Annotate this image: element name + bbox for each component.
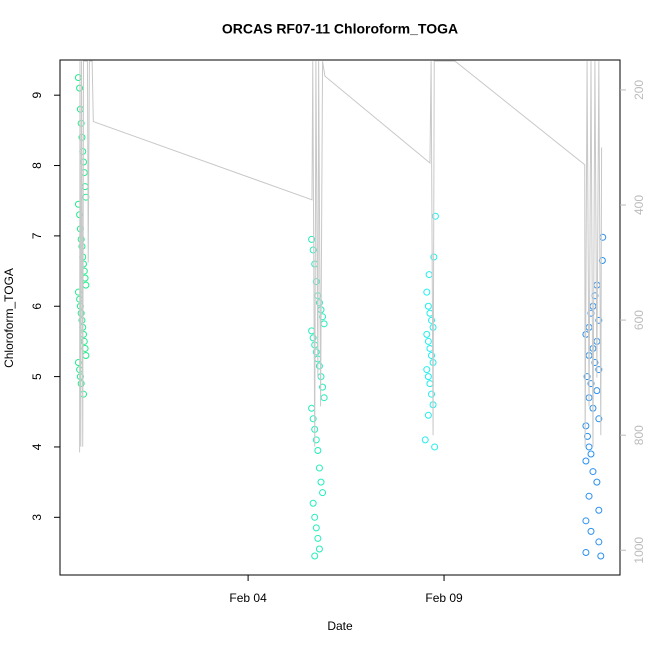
data-point	[311, 513, 319, 521]
data-point	[424, 337, 432, 345]
y-tick-label: 5	[30, 373, 44, 380]
data-point	[320, 394, 328, 402]
data-point	[426, 344, 434, 352]
data-point	[582, 517, 590, 525]
y2-tick-label: 400	[632, 195, 646, 215]
data-point	[593, 387, 601, 395]
data-point	[587, 380, 595, 388]
data-point	[593, 478, 601, 486]
data-point	[423, 288, 431, 296]
data-point	[421, 436, 429, 444]
y2-tick-label: 1000	[632, 537, 646, 564]
data-point	[312, 278, 320, 286]
data-point	[309, 415, 317, 423]
data-point	[426, 380, 434, 388]
y-tick-label: 6	[30, 303, 44, 310]
data-point	[424, 302, 432, 310]
y-tick-label: 3	[30, 514, 44, 521]
data-point	[595, 506, 603, 514]
data-point	[424, 411, 432, 419]
pressure-line	[79, 60, 603, 453]
plot-frame	[59, 59, 621, 576]
data-point	[423, 330, 431, 338]
data-point	[598, 257, 606, 265]
y-axis-label: Chloroform_TOGA	[2, 268, 16, 368]
y2-tick-label: 800	[632, 425, 646, 445]
data-point	[428, 351, 436, 359]
data-point	[582, 457, 590, 465]
data-point	[583, 373, 591, 381]
data-point	[424, 373, 432, 381]
data-point	[311, 552, 319, 560]
data-point	[319, 489, 327, 497]
data-point	[426, 309, 434, 317]
data-point	[309, 334, 317, 342]
data-point	[587, 450, 595, 458]
data-point	[431, 443, 439, 451]
data-point	[315, 545, 323, 553]
data-point	[312, 436, 320, 444]
data-point	[319, 383, 327, 391]
data-point	[82, 281, 90, 289]
data-point	[309, 499, 317, 507]
data-point	[589, 302, 597, 310]
data-point	[582, 422, 590, 430]
data-point	[314, 534, 322, 542]
y2-tick-label: 600	[632, 310, 646, 330]
data-point	[425, 271, 433, 279]
y2-tick-label: 200	[632, 80, 646, 100]
data-point	[309, 246, 317, 254]
data-point	[589, 468, 597, 476]
x-tick-label: Feb 09	[425, 591, 463, 605]
data-point	[308, 235, 316, 243]
x-tick-label: Feb 04	[229, 591, 267, 605]
data-point	[595, 415, 603, 423]
data-point	[308, 404, 316, 412]
data-point	[317, 478, 325, 486]
data-point	[315, 464, 323, 472]
data-point	[428, 390, 436, 398]
y-tick-label: 4	[30, 443, 44, 450]
data-point	[595, 538, 603, 546]
x-axis-label: Date	[327, 619, 353, 633]
data-point	[587, 527, 595, 535]
data-point	[591, 359, 599, 367]
data-point	[312, 524, 320, 532]
data-point	[82, 351, 90, 359]
data-point	[320, 320, 328, 328]
data-point	[582, 548, 590, 556]
data-point	[319, 313, 327, 321]
data-point	[585, 443, 593, 451]
plot-area	[74, 60, 607, 560]
data-point	[585, 492, 593, 500]
data-point	[428, 316, 436, 324]
data-point	[599, 233, 607, 241]
y-tick-label: 7	[30, 232, 44, 239]
chart-title: ORCAS RF07-11 Chloroform_TOGA	[222, 21, 458, 37]
data-point	[314, 446, 322, 454]
data-point	[595, 366, 603, 374]
data-point	[583, 432, 591, 440]
data-point	[315, 299, 323, 307]
data-point	[597, 552, 605, 560]
data-point	[423, 366, 431, 374]
data-point	[80, 390, 88, 398]
y-tick-label: 8	[30, 162, 44, 169]
data-point	[593, 281, 601, 289]
y-tick-label: 9	[30, 92, 44, 99]
data-point	[595, 316, 603, 324]
data-point	[315, 362, 323, 370]
data-point	[312, 348, 320, 356]
